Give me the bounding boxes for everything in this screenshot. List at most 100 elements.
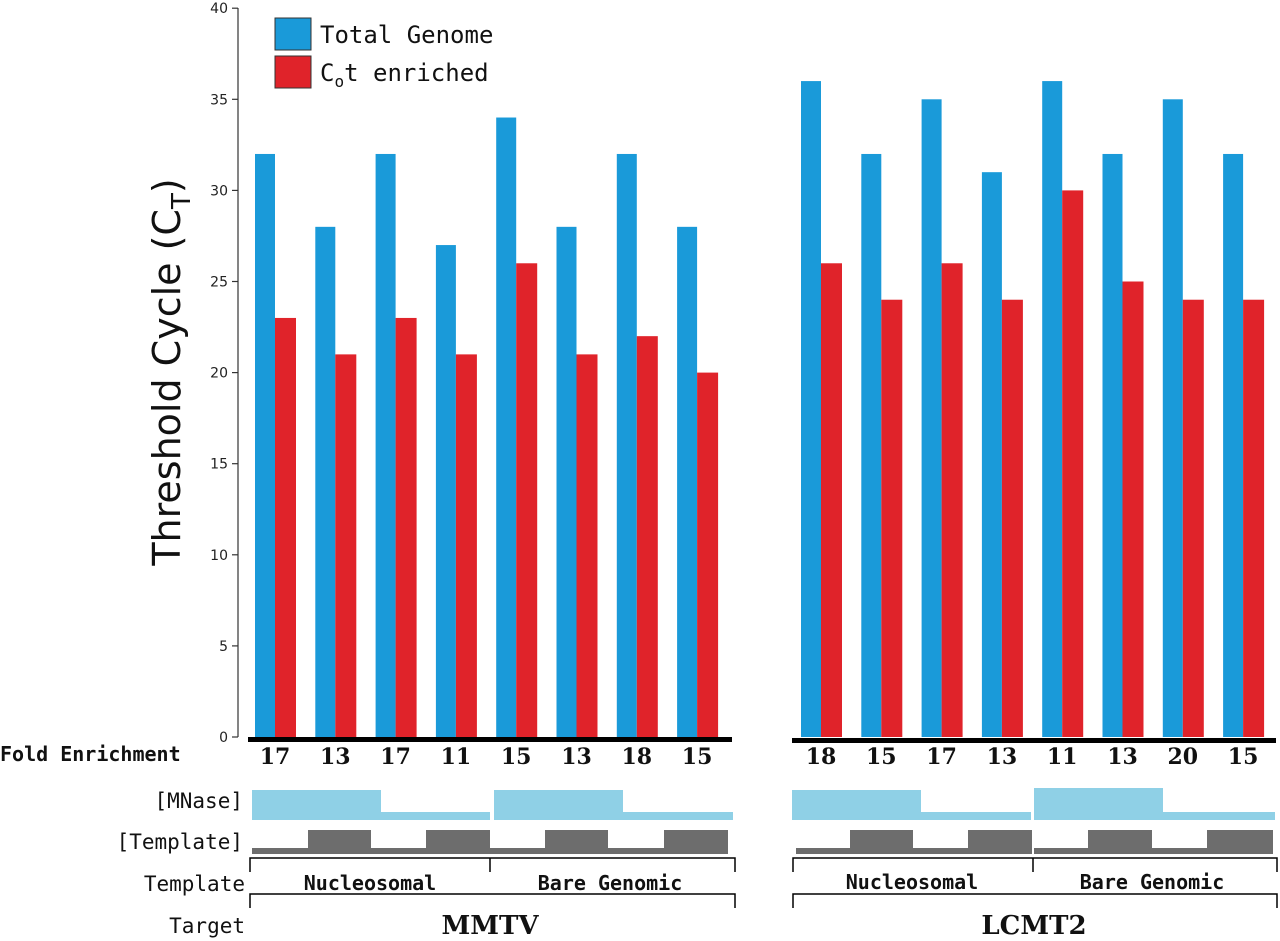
- template-step: [664, 830, 728, 854]
- legend-label-cot: Cot enriched: [320, 59, 489, 91]
- bar-cot-enriched: [1182, 299, 1204, 737]
- mnase-step: [252, 790, 490, 820]
- bar-cot-enriched: [697, 372, 719, 737]
- bar-cot-enriched: [1243, 299, 1265, 737]
- y-tick-label: 0: [219, 730, 228, 746]
- template-bracket-lcmt2: [792, 857, 1278, 872]
- bar-cot-enriched: [821, 263, 842, 737]
- bar-total-genome: [861, 153, 882, 737]
- y-tick-label: 20: [210, 366, 228, 382]
- template-bracket-mmtv: [249, 857, 736, 872]
- fold-enrichment-value: 17: [260, 744, 291, 770]
- bar-total-genome: [921, 99, 942, 738]
- fold-enrichment-value: 15: [501, 744, 532, 770]
- target-brackets: [249, 893, 1278, 908]
- fold-enrichment-value: 20: [1167, 744, 1198, 770]
- template-bare-genomic-lcmt2: Bare Genomic: [1080, 870, 1225, 894]
- template-step: [252, 848, 308, 854]
- bar-cot-enriched: [576, 354, 598, 737]
- baseline-mmtv: [248, 737, 732, 742]
- fold-enrichment-value: 13: [1107, 744, 1138, 770]
- mnase-step: [1034, 788, 1275, 820]
- y-tick-label: 30: [210, 183, 228, 199]
- bar-cot-enriched: [516, 263, 538, 737]
- bar-total-genome: [1102, 153, 1123, 737]
- fold-enrichment-value: 15: [682, 744, 713, 770]
- fold-enrichment-values: 17 13 17 11 15 13 18 15 18 15 17 13 11 13 20 15: [260, 744, 1259, 770]
- y-tick-label: 15: [210, 457, 228, 473]
- target-mmtv: MMTV: [441, 911, 539, 941]
- mnase-step: [792, 790, 1031, 820]
- bar-total-genome: [1223, 153, 1244, 737]
- bar-cot-enriched: [1122, 281, 1144, 737]
- target-bracket-mmtv: [249, 893, 736, 908]
- y-tick-label: 35: [210, 92, 228, 108]
- bar-cot-enriched: [455, 354, 477, 737]
- bar-cot-enriched: [941, 263, 963, 737]
- fold-enrichment-value: 15: [1228, 744, 1259, 770]
- y-axis-ticks: 0 5 10 15 20 25 30 35 40: [210, 1, 238, 746]
- bar-total-genome: [556, 226, 577, 737]
- bar-cot-enriched: [1062, 190, 1084, 737]
- fold-enrichment-value: 11: [1047, 744, 1078, 770]
- template-nucleosomal-lcmt2: Nucleosomal: [846, 870, 978, 894]
- template-type-label: Template: [144, 872, 245, 896]
- bar-total-genome: [375, 153, 396, 737]
- bar-total-genome: [496, 117, 517, 737]
- y-tick-label: 40: [210, 1, 228, 17]
- legend: Total Genome Cot enriched: [274, 17, 493, 91]
- template-step: [1034, 848, 1088, 854]
- template-step: [796, 848, 850, 854]
- target-bracket-lcmt2: [792, 893, 1278, 908]
- bar-total-genome: [677, 226, 698, 737]
- template-step: [608, 848, 664, 854]
- bar-total-genome: [1042, 81, 1063, 737]
- bar-cot-enriched: [636, 336, 658, 737]
- template-step: [913, 848, 968, 854]
- template-nucleosomal-mmtv: Nucleosomal: [304, 871, 436, 895]
- bar-total-genome: [1162, 99, 1183, 738]
- template-step: [968, 830, 1032, 854]
- bar-cot-enriched: [395, 317, 417, 737]
- fold-enrichment-label: Fold Enrichment: [0, 742, 181, 766]
- y-axis-title: Threshold Cycle (CT): [145, 178, 197, 566]
- fold-enrichment-value: 18: [806, 744, 837, 770]
- bar-total-genome: [801, 81, 821, 737]
- fold-enrichment-value: 13: [987, 744, 1018, 770]
- bar-cot-enriched: [275, 317, 296, 737]
- bar-total-genome: [255, 153, 275, 737]
- legend-swatch-total: [274, 17, 312, 51]
- template-step: [850, 830, 913, 854]
- bar-total-genome: [616, 153, 637, 737]
- template-step: [371, 848, 426, 854]
- mnase-step: [494, 790, 733, 820]
- fold-enrichment-value: 13: [561, 744, 592, 770]
- mnase-label: [MNase]: [154, 789, 243, 813]
- template-amount-bars: [252, 830, 1273, 854]
- target-lcmt2: LCMT2: [981, 911, 1086, 941]
- template-step: [308, 830, 371, 854]
- y-tick-label: 10: [210, 548, 228, 564]
- target-label: Target: [169, 914, 245, 938]
- fold-enrichment-value: 13: [320, 744, 351, 770]
- bar-total-genome: [435, 245, 456, 737]
- template-bare-genomic-mmtv: Bare Genomic: [538, 871, 683, 895]
- bar-cot-enriched: [335, 354, 357, 737]
- template-brackets: [249, 857, 1278, 872]
- baseline-lcmt2: [792, 738, 1276, 743]
- fold-enrichment-value: 11: [441, 744, 472, 770]
- template-step: [1088, 830, 1152, 854]
- fold-enrichment-value: 18: [621, 744, 652, 770]
- template-step: [1207, 830, 1273, 854]
- mnase-bars: [252, 788, 1275, 820]
- y-tick-label: 25: [210, 275, 228, 291]
- y-tick-label: 5: [219, 639, 228, 655]
- bar-cot-enriched: [1001, 299, 1023, 737]
- template-step: [490, 848, 545, 854]
- bar-total-genome: [981, 172, 1002, 737]
- bar-total-genome: [315, 226, 336, 737]
- fold-enrichment-value: 15: [866, 744, 897, 770]
- template-step: [426, 830, 490, 854]
- fold-enrichment-value: 17: [380, 744, 411, 770]
